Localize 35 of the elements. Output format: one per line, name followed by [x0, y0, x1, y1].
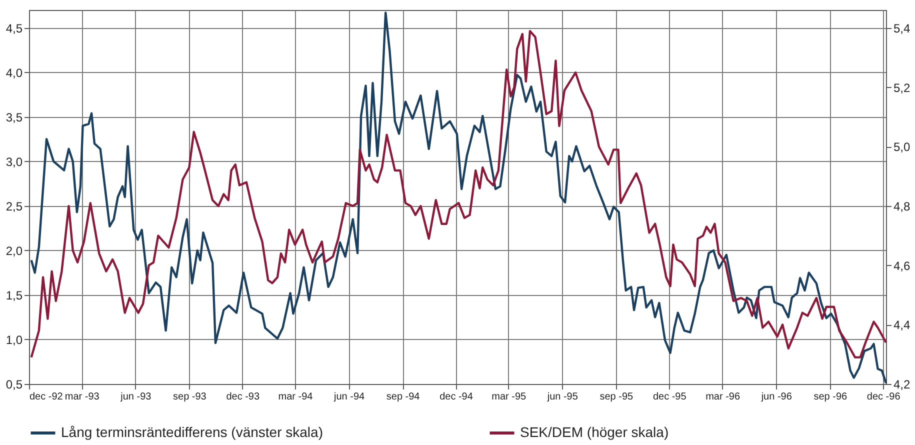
y2-tick-label: 4,8: [894, 200, 911, 214]
x-tick-label: jun -94: [332, 392, 365, 402]
y-tick-label: 2,0: [6, 244, 23, 258]
x-tick-label: jun -95: [546, 392, 578, 402]
x-tick-label: jun -93: [120, 392, 152, 402]
y-tick-label: 4,5: [6, 21, 23, 36]
x-tick-label: dec -94: [440, 392, 474, 402]
x-tick-label: mar -95: [492, 392, 527, 402]
legend-label: SEK/DEM (höger skala): [520, 424, 669, 440]
x-tick-label: dec -92: [30, 392, 64, 402]
y2-tick-label: 5,4: [894, 22, 911, 36]
x-tick-label: dec -93: [226, 392, 260, 402]
x-tick-label: sep -93: [172, 392, 207, 402]
y-tick-label: 3,5: [6, 110, 23, 124]
x-tick-label: sep -95: [600, 392, 634, 402]
x-tick-label: dec -95: [652, 392, 687, 402]
x-tick-label: jun -96: [760, 392, 792, 402]
legend-label: Lång terminsräntedifferens (vänster skala): [61, 424, 323, 440]
x-tick-label: dec -96: [866, 392, 901, 402]
y-tick-label: 2,5: [6, 199, 23, 214]
x-tick-label: sep -94: [386, 392, 420, 402]
y2-tick-label: 4,2: [894, 378, 911, 392]
y2-tick-label: 5,0: [894, 140, 911, 154]
y2-tick-label: 4,4: [894, 318, 911, 332]
y-tick-label: 0,5: [6, 378, 23, 392]
y2-tick-label: 5,2: [894, 80, 911, 95]
x-tick-label: mar -96: [706, 392, 740, 402]
y-tick-label: 1,0: [6, 332, 23, 347]
y-tick-label: 3,0: [6, 154, 23, 169]
x-tick-label: mar -94: [278, 392, 314, 402]
y2-tick-label: 4,6: [894, 258, 911, 273]
y-tick-label: 1,5: [6, 288, 23, 302]
y-tick-label: 4,0: [6, 66, 23, 80]
x-tick-label: mar -93: [64, 392, 100, 402]
x-tick-label: sep -96: [814, 392, 848, 402]
